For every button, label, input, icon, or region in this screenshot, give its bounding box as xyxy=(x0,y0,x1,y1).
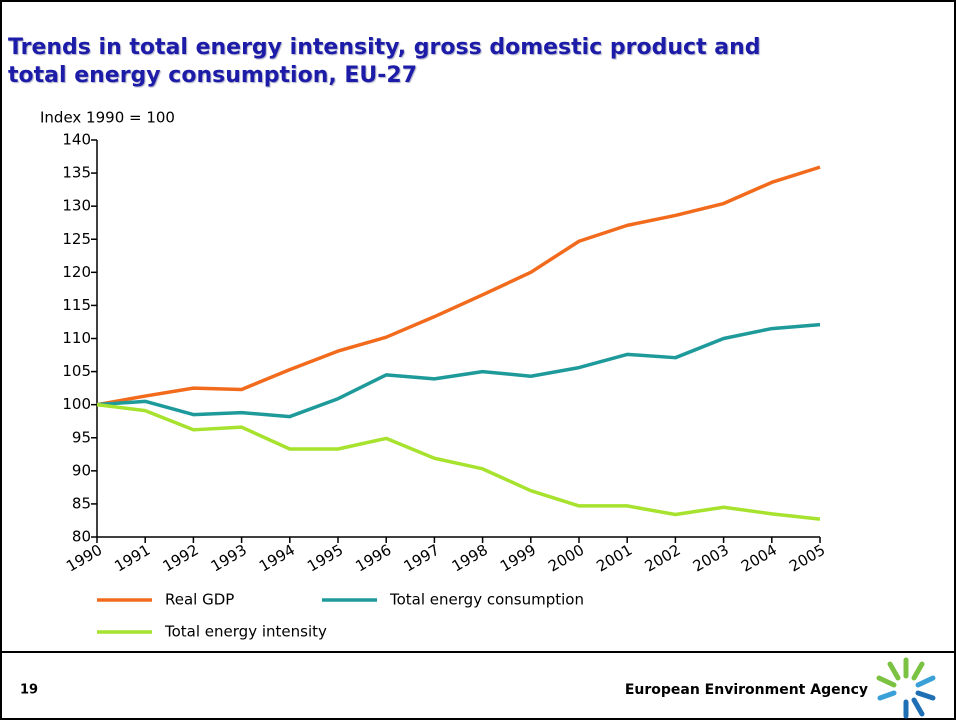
x-tick-label: 2000 xyxy=(545,541,587,576)
y-tick-label: 80 xyxy=(72,528,91,546)
y-tick-label: 105 xyxy=(62,362,91,380)
y-tick-label: 110 xyxy=(62,329,91,347)
y-tick-label: 95 xyxy=(72,428,91,446)
x-tick-label: 1990 xyxy=(63,541,105,576)
x-tick-label: 1992 xyxy=(160,541,202,576)
data-line xyxy=(96,322,821,419)
x-tick-label: 1991 xyxy=(111,541,153,576)
x-tick-label: 1997 xyxy=(401,541,443,576)
y-tick-label: 140 xyxy=(62,131,91,149)
legend-label: Total energy intensity xyxy=(164,623,327,641)
organization: European Environment Agency xyxy=(625,682,868,698)
y-tick-label: 120 xyxy=(62,263,91,281)
y-tick-label: 90 xyxy=(72,461,91,479)
logo xyxy=(876,657,936,719)
y-tick-label: 115 xyxy=(62,296,91,314)
y-axis-label: Index 1990 = 100 xyxy=(40,109,175,127)
x-tick-label: 2001 xyxy=(593,541,635,576)
data-line xyxy=(96,165,821,407)
x-tick-label: 1995 xyxy=(304,541,346,576)
x-tick-label: 2003 xyxy=(690,541,732,576)
y-tick-label: 130 xyxy=(62,197,91,215)
x-tick-label: 1996 xyxy=(352,541,394,576)
x-tick-label: 1999 xyxy=(497,541,539,576)
x-tick-label: 2002 xyxy=(642,541,684,576)
x-tick-label: 2004 xyxy=(738,541,780,576)
chart-title: Trends in total energy intensity, gross … xyxy=(8,35,761,88)
y-tick-label: 125 xyxy=(62,230,91,248)
x-tick-label: 1994 xyxy=(256,541,298,576)
legend-label: Total energy consumption xyxy=(389,591,584,609)
x-tick-label: 1998 xyxy=(449,541,491,576)
x-tick-label: 2005 xyxy=(786,541,828,576)
data-line xyxy=(96,402,821,521)
x-tick-label: 1993 xyxy=(208,541,250,576)
y-tick-label: 135 xyxy=(62,164,91,182)
y-tick-label: 100 xyxy=(62,395,91,413)
y-tick-label: 85 xyxy=(72,494,91,512)
page-number: 19 xyxy=(20,683,38,698)
legend-label: Real GDP xyxy=(165,591,234,609)
